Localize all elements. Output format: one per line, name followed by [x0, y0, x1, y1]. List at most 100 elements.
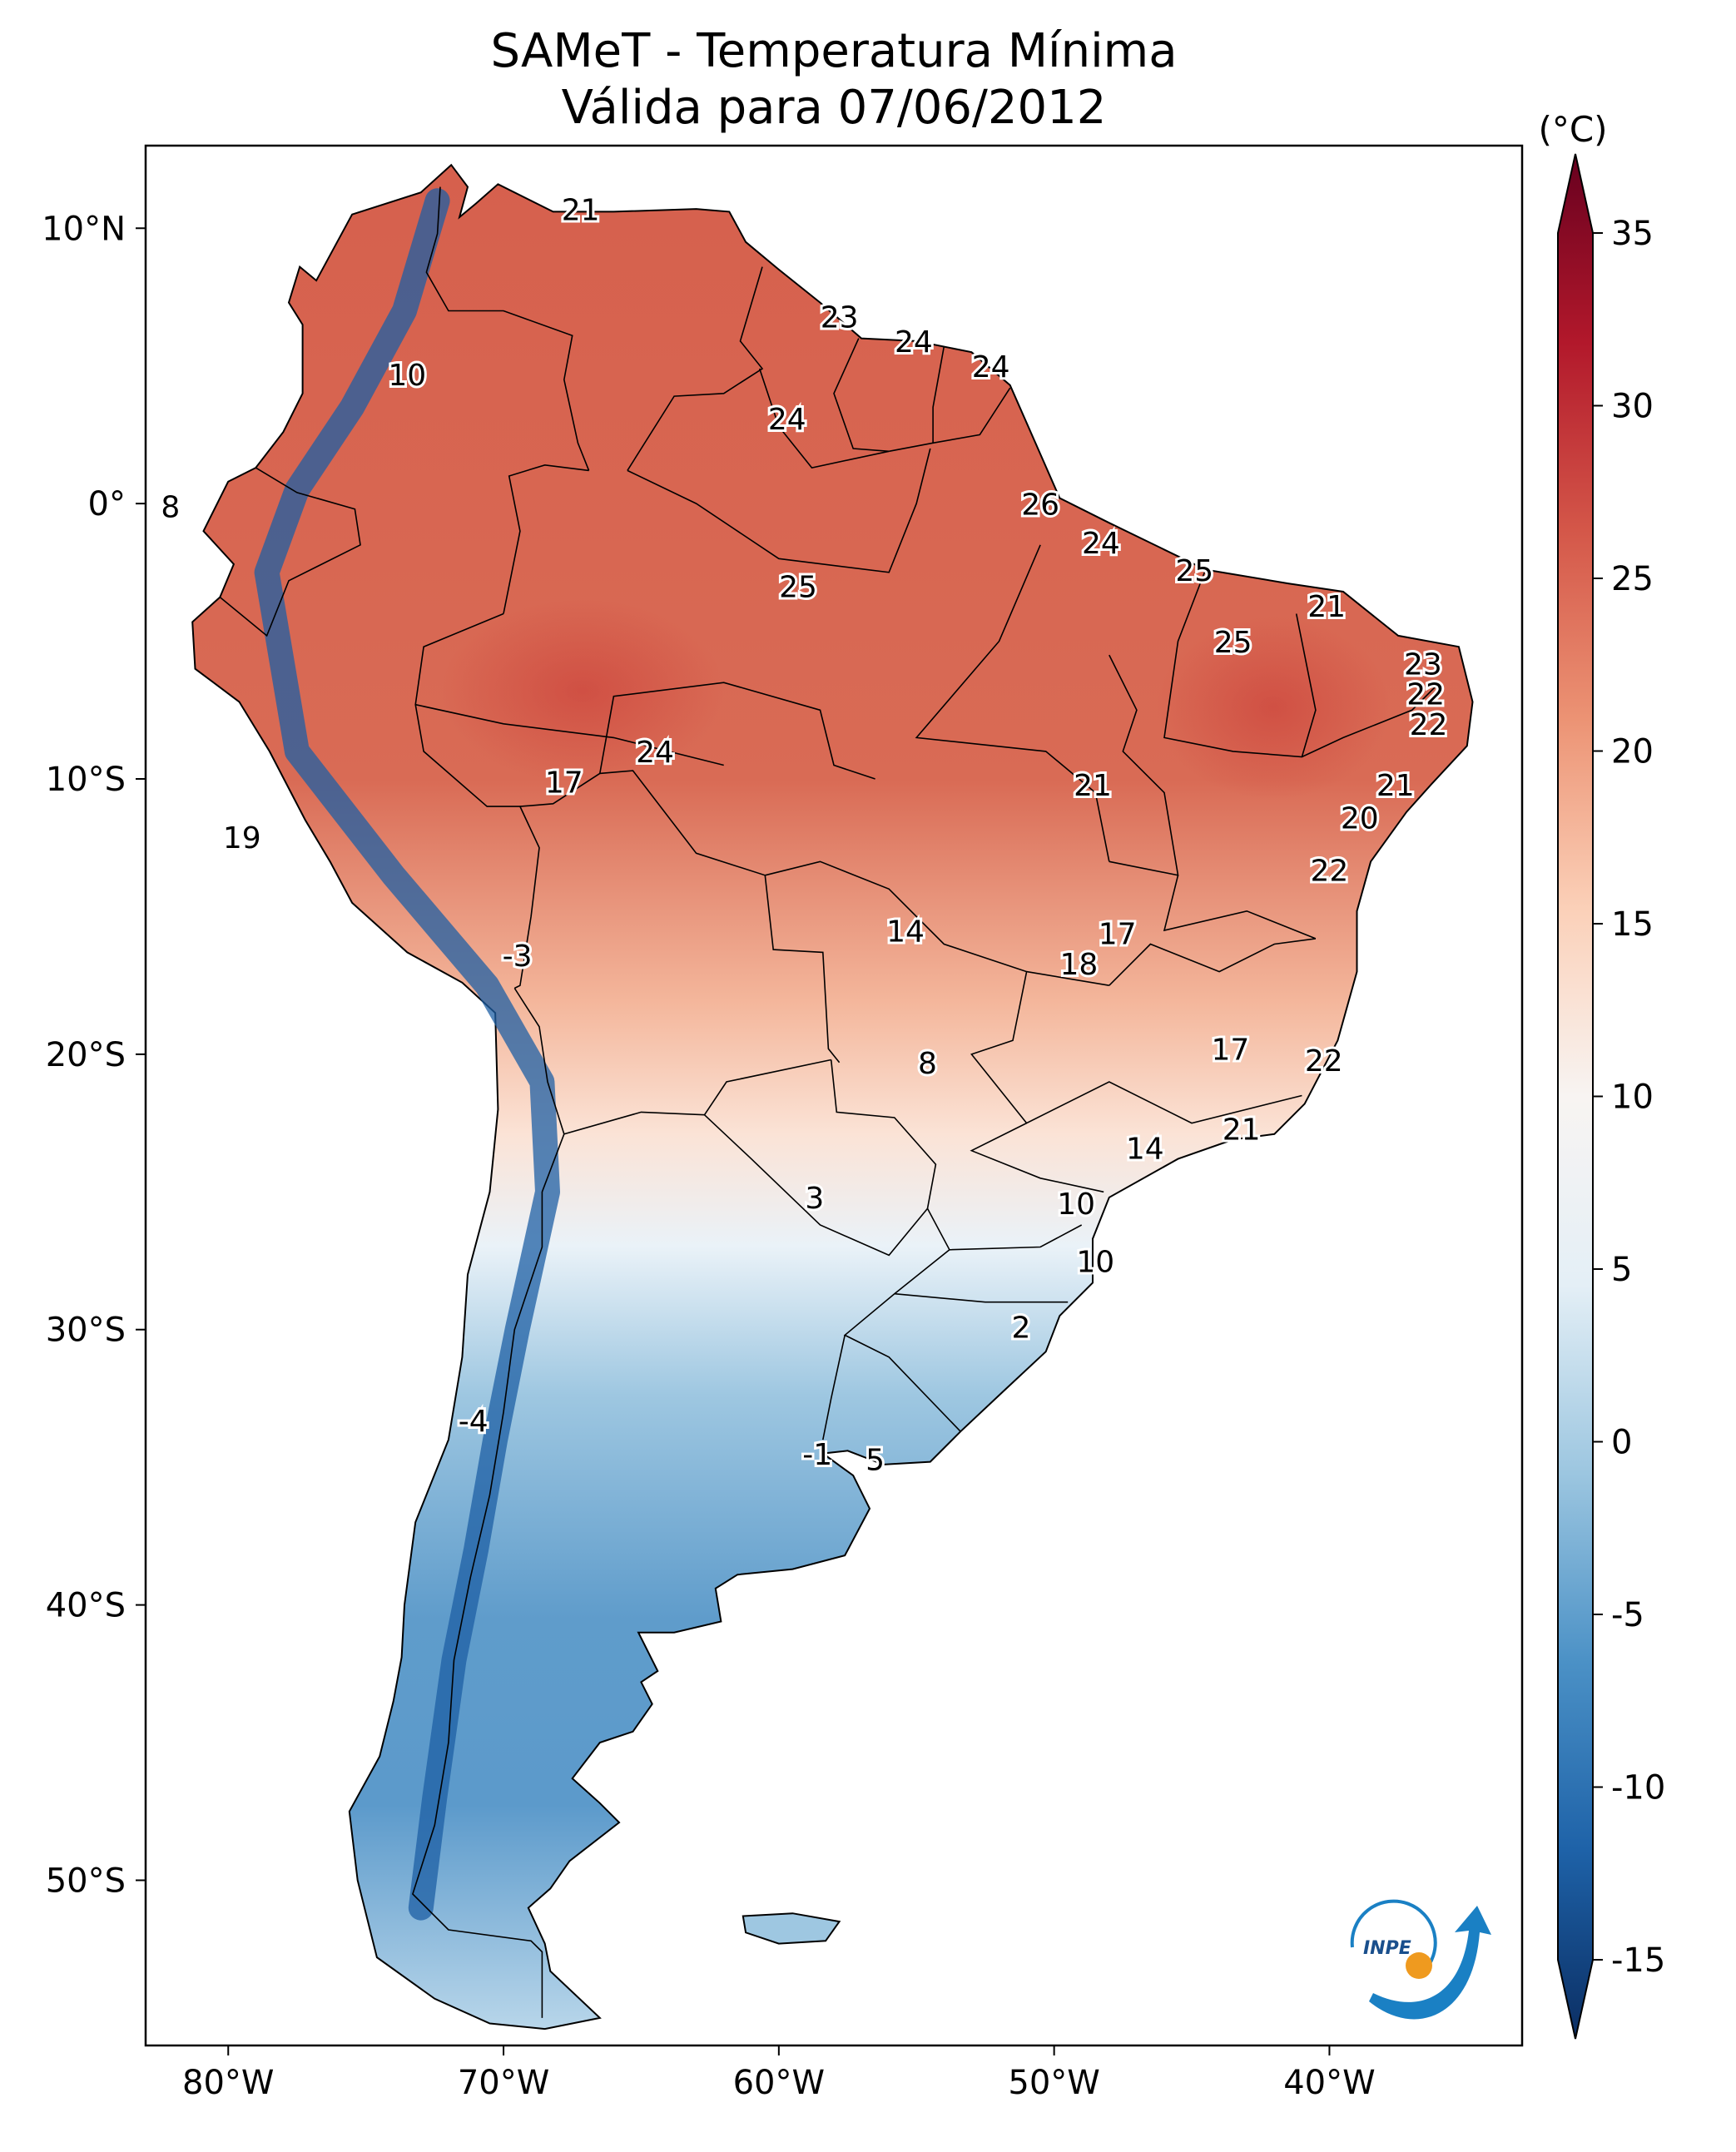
border-line	[1109, 938, 1317, 986]
station-value-label: 24	[636, 736, 674, 770]
y-tick-label: 50°S	[46, 1862, 126, 1900]
y-tick-label: 20°S	[46, 1036, 126, 1074]
station-value-label: 14	[886, 915, 925, 949]
colorbar: 35 30 25 20 15 10 5 0 -5 -10 -15 (°C)	[1538, 109, 1665, 2040]
colorbar-tick-label: -10	[1611, 1769, 1665, 1807]
station-value-label: 5	[866, 1444, 885, 1478]
station-value-label: 19	[223, 821, 261, 855]
border-line	[894, 1292, 1069, 1303]
x-tick-label: 70°W	[458, 2064, 549, 2102]
station-value-label: 18	[1059, 948, 1098, 982]
border-line	[833, 338, 890, 453]
station-value-label: 17	[1099, 918, 1137, 952]
border-line	[949, 1224, 1083, 1251]
station-value-label: 24	[768, 403, 806, 437]
station-value-label: 21	[1307, 590, 1346, 624]
border-line	[414, 612, 540, 989]
station-value-label: -1	[802, 1438, 832, 1472]
border-line	[503, 464, 589, 614]
station-value-label: 25	[1214, 626, 1252, 660]
border-line	[415, 703, 724, 766]
colorbar-tick-label: 15	[1611, 905, 1654, 944]
station-value-label: 2	[1011, 1312, 1030, 1346]
station-value-label: 10	[1076, 1245, 1114, 1279]
x-tick-label: 80°W	[182, 2064, 274, 2102]
border-line	[843, 1207, 961, 1432]
x-tick-label: 40°W	[1283, 2064, 1375, 2102]
border-line	[889, 346, 945, 453]
station-value-label: 17	[545, 766, 583, 801]
border-line	[765, 860, 1109, 986]
x-tick-label: 60°W	[733, 2064, 825, 2102]
amazon-warm-area	[441, 599, 724, 782]
colorbar-tick-label: 5	[1611, 1251, 1632, 1289]
station-value-label: 17	[1211, 1034, 1249, 1068]
station-value-label: 25	[779, 571, 817, 605]
border-line	[970, 1122, 1104, 1193]
title-line-1: SAMeT - Temperatura Mínima	[490, 24, 1178, 78]
map-frame	[144, 144, 1524, 2047]
station-value-label: 20	[1341, 802, 1379, 836]
colorbar-tick-label: 25	[1611, 560, 1654, 598]
border-line	[822, 1335, 846, 1440]
map-title: SAMeT - Temperatura Mínima Válida para 0…	[146, 23, 1522, 136]
station-value-label: 22	[1410, 708, 1448, 742]
station-value-label: 23	[1404, 647, 1442, 682]
colorbar-ticks: 35 30 25 20 15 10 5 0 -5 -10 -15	[1593, 215, 1665, 1980]
y-tick-label: 40°S	[46, 1587, 126, 1625]
colorbar-tick-label: -15	[1611, 1941, 1665, 1980]
title-line-2: Válida para 07/06/2012	[561, 81, 1107, 135]
colorbar-body	[1557, 153, 1594, 2040]
station-value-label: 24	[972, 350, 1010, 384]
y-tick-label: 10°S	[46, 761, 126, 799]
logo-arc-icon	[1350, 1899, 1437, 1974]
border-line	[513, 988, 831, 1135]
border-line	[830, 1059, 937, 1209]
border-line	[1302, 682, 1441, 758]
station-value-label: 21	[1074, 769, 1112, 803]
border-line	[703, 1114, 929, 1257]
border-line	[627, 448, 931, 573]
longitude-axis: 80°W 70°W 60°W 50°W 40°W	[182, 2045, 1376, 2102]
x-tick-label: 50°W	[1008, 2064, 1099, 2102]
station-value-label: -3	[503, 940, 533, 974]
border-line	[425, 186, 590, 471]
border-line	[519, 770, 841, 1064]
latitude-axis: 10°N 0° 10°S 20°S 30°S 40°S 50°S	[42, 210, 146, 1900]
border-line	[411, 1133, 565, 2018]
colorbar-tick-label: 20	[1611, 733, 1654, 771]
border-line	[627, 266, 764, 471]
station-value-label: 26	[1021, 488, 1059, 522]
border-line	[599, 682, 875, 780]
northeast-warm-area	[1157, 616, 1390, 799]
station-value-label: -4	[459, 1405, 489, 1439]
colorbar-tick-label: 35	[1611, 215, 1654, 253]
logo-orange-dot	[1406, 1952, 1432, 1979]
y-tick-label: 30°S	[46, 1312, 126, 1350]
station-value-label: 21	[1376, 769, 1415, 803]
station-value-label: 21	[1223, 1113, 1261, 1148]
station-value-label: 24	[1082, 527, 1120, 561]
station-value-label: 23	[821, 300, 859, 335]
station-value-label: 22	[1406, 678, 1445, 712]
station-value-label: 14	[1126, 1133, 1164, 1167]
station-value-label: 22	[1310, 855, 1348, 889]
border-line	[1109, 654, 1179, 876]
logo-swoosh-icon	[1369, 1906, 1491, 2020]
border-line	[219, 467, 361, 637]
station-value-label: 10	[1057, 1188, 1095, 1222]
colorbar-tick-label: -5	[1611, 1596, 1644, 1634]
country-borders	[219, 186, 1441, 2018]
y-tick-label: 0°	[88, 485, 126, 523]
inpe-logo: INPE	[1350, 1899, 1491, 2020]
station-value-label: 3	[805, 1182, 824, 1216]
colorbar-tick-label: 10	[1611, 1078, 1654, 1117]
border-line	[1163, 875, 1317, 940]
falkland-islands	[742, 1912, 841, 1945]
station-value-label: 8	[161, 491, 180, 525]
station-value-label: 21	[562, 193, 600, 227]
station-value-label: 8	[918, 1047, 937, 1081]
border-line	[1163, 569, 1317, 758]
